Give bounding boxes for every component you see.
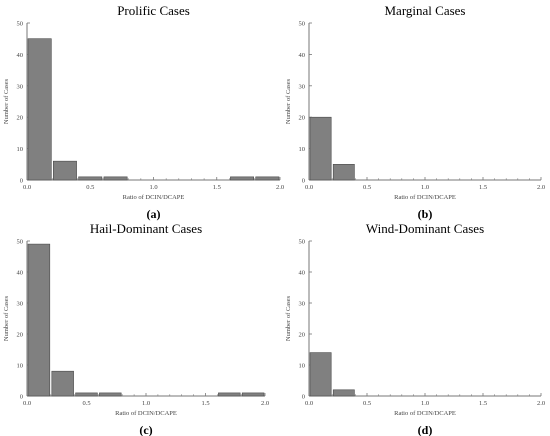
y-tick-label: 30 bbox=[299, 83, 306, 90]
x-tick-label: 0.5 bbox=[82, 400, 90, 407]
panel-label: (b) bbox=[418, 207, 433, 221]
y-tick-label: 40 bbox=[299, 270, 306, 277]
histogram-bar bbox=[27, 38, 52, 181]
chart-title: Hail-Dominant Cases bbox=[90, 221, 202, 236]
histogram-bar bbox=[51, 370, 74, 397]
y-tick-label: 0 bbox=[20, 394, 23, 401]
y-axis-label: Number of Cases bbox=[3, 78, 10, 124]
panel-label: (c) bbox=[139, 423, 152, 436]
x-tick-label: 2.0 bbox=[261, 400, 269, 407]
chart-panel-2: Marginal Cases 0 10 20 30 40 50 0.0 0.5 1.0 1.5 2.0… bbox=[285, 3, 545, 221]
x-tick-label: 1.5 bbox=[479, 184, 487, 191]
y-tick-label: 50 bbox=[299, 21, 306, 28]
y-tick-label: 20 bbox=[17, 115, 24, 122]
histogram-bar bbox=[309, 116, 332, 181]
chart-panel-1: Prolific Cases 0 10 20 30 40 50 0.0 0.5 1.0 1.5 2.0… bbox=[3, 3, 284, 221]
x-tick-label: 1.0 bbox=[149, 184, 157, 191]
y-tick-label: 10 bbox=[299, 363, 306, 370]
chart-title: Wind-Dominant Cases bbox=[366, 221, 484, 236]
y-tick-label: 50 bbox=[17, 21, 24, 28]
x-axis-label: Ratio of DCIN/DCAPE bbox=[394, 410, 456, 417]
y-tick-label: 0 bbox=[302, 178, 305, 185]
histogram-bar bbox=[332, 164, 355, 181]
y-tick-label: 30 bbox=[299, 301, 306, 308]
y-tick-label: 30 bbox=[17, 83, 24, 90]
histogram-bar bbox=[309, 352, 332, 397]
x-tick-label: 2.0 bbox=[276, 184, 284, 191]
x-tick-label: 1.5 bbox=[479, 400, 487, 407]
y-tick-label: 40 bbox=[299, 52, 306, 59]
x-tick-label: 0.5 bbox=[86, 184, 94, 191]
y-tick-label: 40 bbox=[17, 52, 24, 59]
x-tick-label: 1.5 bbox=[213, 184, 221, 191]
histogram-bar bbox=[27, 243, 51, 397]
y-tick-label: 40 bbox=[17, 270, 24, 277]
histogram-bar bbox=[230, 176, 254, 181]
histogram-bar bbox=[103, 176, 128, 181]
y-tick-label: 30 bbox=[17, 301, 24, 308]
x-tick-label: 1.0 bbox=[421, 400, 429, 407]
histogram-bar bbox=[241, 392, 265, 397]
y-tick-label: 10 bbox=[17, 146, 24, 153]
x-tick-label: 2.0 bbox=[537, 184, 545, 191]
histogram-bar bbox=[52, 160, 77, 181]
y-tick-label: 10 bbox=[299, 146, 306, 153]
histogram-bar bbox=[255, 176, 280, 181]
x-tick-label: 1.0 bbox=[142, 400, 150, 407]
x-tick-label: 1.0 bbox=[421, 184, 429, 191]
y-axis-label: Number of Cases bbox=[3, 295, 10, 341]
y-tick-label: 50 bbox=[299, 239, 306, 246]
x-tick-label: 0.0 bbox=[23, 184, 31, 191]
x-tick-label: 0.0 bbox=[305, 184, 313, 191]
y-tick-label: 20 bbox=[17, 332, 24, 339]
chart-title: Prolific Cases bbox=[117, 3, 190, 18]
y-tick-label: 0 bbox=[302, 394, 305, 401]
y-tick-label: 20 bbox=[299, 332, 306, 339]
y-tick-label: 0 bbox=[20, 178, 23, 185]
chart-panel-4: Wind-Dominant Cases 0 10 20 30 40 50 0.0 0.5 1.0 1… bbox=[285, 221, 545, 436]
y-tick-label: 10 bbox=[17, 363, 24, 370]
x-axis-label: Ratio of DCIN/DCAPE bbox=[123, 194, 185, 201]
y-tick-label: 50 bbox=[17, 239, 24, 246]
x-tick-label: 0.5 bbox=[363, 184, 371, 191]
y-axis-label: Number of Cases bbox=[285, 295, 292, 341]
x-tick-label: 0.0 bbox=[23, 400, 31, 407]
histogram-bar bbox=[75, 392, 98, 397]
x-tick-label: 0.5 bbox=[363, 400, 371, 407]
chart-title: Marginal Cases bbox=[385, 3, 466, 18]
histogram-bar bbox=[78, 176, 103, 181]
x-axis-label: Ratio of DCIN/DCAPE bbox=[115, 410, 177, 417]
y-tick-label: 20 bbox=[299, 115, 306, 122]
x-tick-label: 1.5 bbox=[201, 400, 209, 407]
chart-panel-3: Hail-Dominant Cases 0 10 20 30 40 50 0.0 0.5 1.0 1… bbox=[3, 221, 269, 436]
histogram-bar bbox=[99, 392, 122, 397]
x-tick-label: 0.0 bbox=[305, 400, 313, 407]
x-axis-label: Ratio of DCIN/DCAPE bbox=[394, 194, 456, 201]
x-tick-label: 2.0 bbox=[537, 400, 545, 407]
panel-label: (d) bbox=[418, 423, 433, 436]
panel-label: (a) bbox=[147, 207, 161, 221]
histogram-bar bbox=[332, 389, 355, 397]
y-axis-label: Number of Cases bbox=[285, 78, 292, 124]
histogram-bar bbox=[218, 392, 241, 397]
